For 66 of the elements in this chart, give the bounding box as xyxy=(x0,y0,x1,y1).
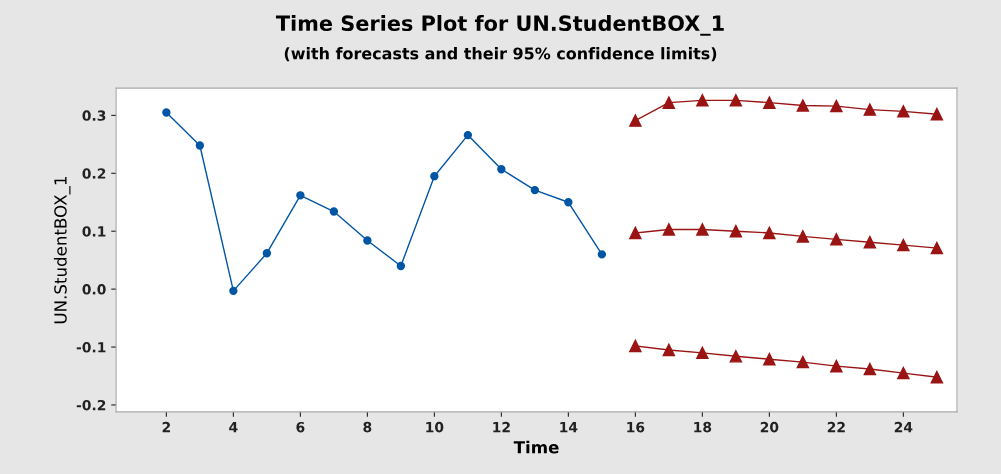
x-tick-label: 4 xyxy=(229,422,238,433)
point xyxy=(696,94,709,107)
point xyxy=(729,94,743,107)
point xyxy=(229,286,238,296)
point xyxy=(897,105,910,118)
chart-title: Time Series Plot for UN.StudentBOX_1 xyxy=(275,14,724,36)
point xyxy=(729,224,743,238)
point xyxy=(763,352,776,366)
point xyxy=(329,207,339,216)
point xyxy=(696,223,709,236)
point xyxy=(897,366,910,380)
point xyxy=(863,235,877,249)
x-tick-label: 6 xyxy=(296,421,305,433)
x-tick-label: 16 xyxy=(627,421,645,433)
point xyxy=(430,172,439,181)
chart-subtitle: (with forecasts and their 95% confidence limits) xyxy=(284,47,717,62)
point xyxy=(763,226,776,240)
point xyxy=(863,362,877,376)
point xyxy=(796,99,810,112)
point xyxy=(930,241,944,255)
point xyxy=(195,141,205,150)
x-axis-title: Time xyxy=(513,440,559,454)
x-tick-label: 10 xyxy=(426,421,444,433)
x-tick-label: 2 xyxy=(162,421,170,433)
point xyxy=(629,226,642,240)
point xyxy=(830,359,843,373)
point xyxy=(629,114,642,127)
x-tick-label: 8 xyxy=(363,421,372,433)
point xyxy=(363,236,372,245)
point xyxy=(796,355,810,369)
point xyxy=(564,198,573,207)
point xyxy=(930,107,944,121)
point xyxy=(830,99,843,113)
point xyxy=(729,350,743,363)
x-tick-label: 14 xyxy=(560,422,578,433)
point xyxy=(530,185,540,195)
point xyxy=(262,249,272,258)
point xyxy=(162,108,171,117)
point xyxy=(696,346,709,360)
point xyxy=(930,370,944,384)
x-tick-label: 22 xyxy=(827,421,845,433)
y-tick-label: 0.2 xyxy=(82,168,106,179)
point xyxy=(629,339,642,353)
x-tick-label: 20 xyxy=(760,421,779,433)
point xyxy=(763,96,776,109)
point xyxy=(296,191,305,200)
point xyxy=(863,103,877,116)
y-tick-label: 0.1 xyxy=(82,226,106,237)
x-tick-label: 24 xyxy=(894,421,913,433)
point xyxy=(497,165,506,174)
point xyxy=(796,230,810,243)
y-tick-label: -0.2 xyxy=(76,399,106,411)
y-axis-title: UN.StudentBOX_1 xyxy=(53,177,71,324)
point xyxy=(396,261,406,271)
x-tick-label: 12 xyxy=(493,421,510,433)
x-tick-label: 18 xyxy=(694,421,712,433)
point xyxy=(463,130,473,140)
point xyxy=(897,238,910,252)
point xyxy=(662,343,676,357)
point xyxy=(597,250,607,259)
point xyxy=(662,223,676,236)
y-tick-label: -0.1 xyxy=(76,342,106,353)
y-tick-label: 0.3 xyxy=(82,110,106,121)
point xyxy=(662,96,676,109)
point xyxy=(830,233,843,246)
y-tick-label: 0.0 xyxy=(82,284,106,295)
